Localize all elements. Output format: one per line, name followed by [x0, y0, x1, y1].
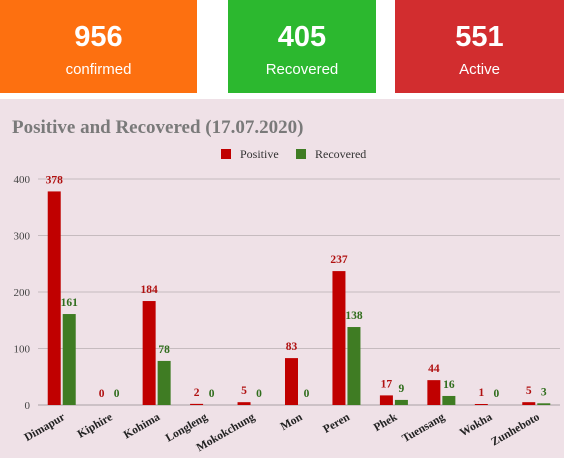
confirmed-count: 956	[74, 21, 123, 53]
value-label-positive: 378	[46, 174, 64, 186]
value-label-positive: 17	[381, 378, 393, 390]
bar-positive	[47, 191, 61, 405]
value-label-recovered: 138	[345, 310, 363, 322]
value-label-recovered: 3	[541, 386, 547, 398]
category-label: Mon	[279, 411, 305, 433]
category-label: Zunheboto	[489, 411, 542, 448]
y-tick-label: 100	[14, 344, 31, 356]
legend-swatch-positive	[221, 149, 231, 159]
bars	[47, 191, 551, 405]
value-label-positive: 1	[478, 387, 484, 399]
value-label-recovered: 9	[399, 383, 405, 395]
category-label: Phek	[372, 411, 400, 434]
category-label: Tuensang	[400, 411, 447, 445]
bar-positive	[285, 358, 298, 405]
bar-recovered	[537, 403, 551, 405]
bar-recovered	[347, 327, 361, 405]
value-label-recovered: 78	[158, 344, 170, 356]
value-label-positive: 237	[330, 254, 348, 266]
legend: Positive Recovered	[221, 147, 366, 161]
value-label-positive: 44	[428, 363, 440, 375]
value-label-recovered: 0	[256, 388, 262, 400]
category-label: Wokha	[458, 411, 495, 439]
bar-recovered	[442, 395, 456, 405]
bar-positive	[522, 402, 536, 405]
active-count: 551	[455, 21, 504, 53]
bar-recovered	[394, 399, 408, 405]
bar-positive	[332, 271, 346, 405]
y-tick-label: 0	[25, 400, 31, 412]
value-label-recovered: 0	[209, 388, 215, 400]
legend-label-positive: Positive	[240, 147, 279, 161]
recovered-card: 405 Recovered	[228, 0, 376, 93]
recovered-count: 405	[277, 21, 327, 53]
value-label-positive: 5	[526, 385, 532, 397]
value-label-positive: 5	[241, 385, 247, 397]
summary-cards: 956 confirmed 405 Recovered 551 Active	[0, 0, 564, 93]
category-label: Kohima	[122, 411, 163, 441]
category-label: Dimapur	[22, 411, 67, 444]
category-label: Peren	[321, 411, 352, 436]
chart-title: Positive and Recovered (17.07.2020)	[12, 117, 303, 138]
bar-positive	[379, 395, 393, 405]
active-label: Active	[459, 61, 500, 78]
bar-positive	[190, 403, 204, 405]
recovered-label: Recovered	[265, 61, 339, 78]
value-label-recovered: 0	[114, 388, 120, 400]
legend-swatch-recovered	[296, 149, 306, 159]
active-card: 551 Active	[395, 0, 564, 93]
bar-positive	[474, 404, 488, 405]
bar-positive	[237, 402, 251, 405]
bar-positive	[427, 380, 441, 405]
value-label-recovered: 161	[61, 297, 79, 309]
y-tick-label: 300	[14, 231, 31, 243]
bar-positive	[142, 301, 156, 405]
value-label-positive: 83	[286, 341, 298, 353]
category-label: Kiphire	[76, 411, 115, 440]
confirmed-card: 956 confirmed	[0, 0, 197, 93]
value-label-positive: 0	[99, 388, 105, 400]
value-label-recovered: 0	[493, 388, 499, 400]
value-label-recovered: 16	[443, 379, 455, 391]
confirmed-label: confirmed	[65, 61, 132, 78]
value-label-positive: 2	[194, 387, 200, 399]
y-tick-label: 400	[14, 174, 31, 186]
value-label-recovered: 0	[304, 388, 310, 400]
legend-label-recovered: Recovered	[315, 147, 366, 161]
bar-recovered	[62, 314, 76, 405]
bar-chart: Positive and Recovered (17.07.2020) Posi…	[12, 117, 560, 454]
bar-recovered	[157, 360, 171, 405]
y-tick-label: 200	[14, 287, 31, 299]
value-label-positive: 184	[141, 284, 159, 296]
chart-panel: Positive and Recovered (17.07.2020) Posi…	[0, 99, 564, 458]
